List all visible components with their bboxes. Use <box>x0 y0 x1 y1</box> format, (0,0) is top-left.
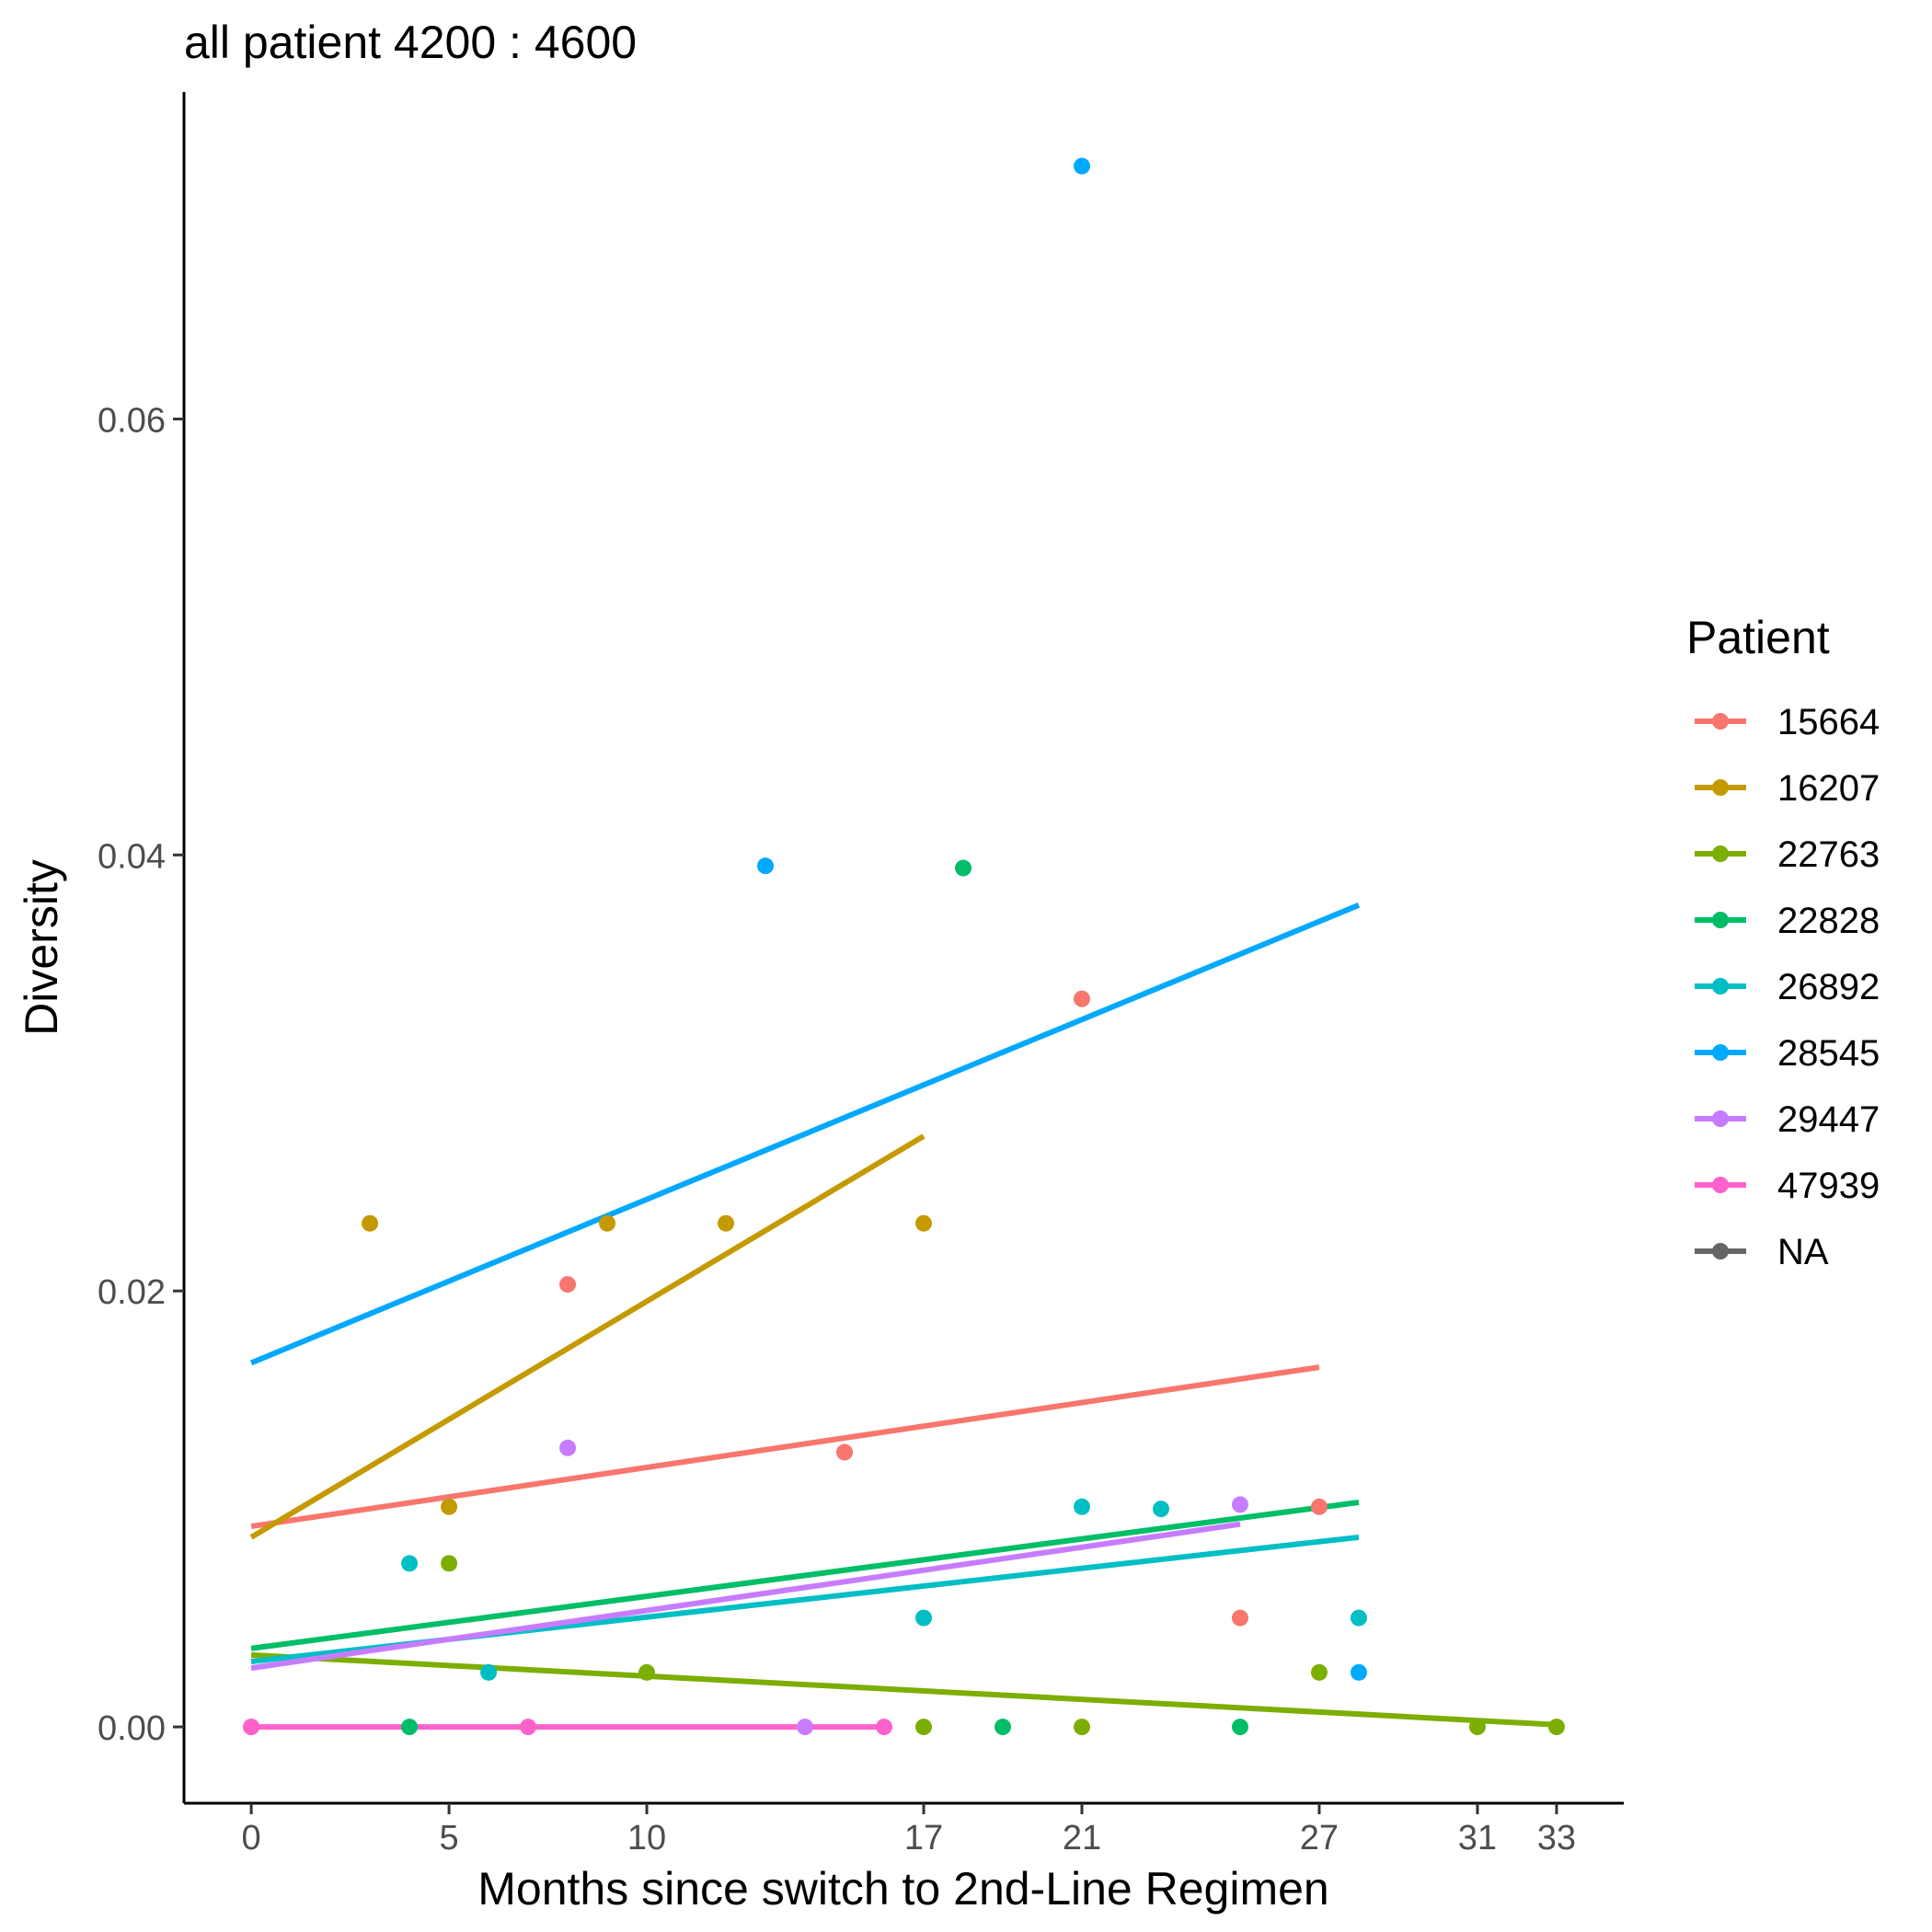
legend-label: 22828 <box>1777 901 1880 941</box>
legend-entry-15664: 15664 <box>1695 702 1880 742</box>
point-26892-3 <box>1073 1498 1090 1515</box>
fit-lines <box>249 903 1558 1731</box>
point-16207-3 <box>718 1214 735 1232</box>
legend-entry-29447: 29447 <box>1695 1099 1880 1140</box>
point-22763-5 <box>1468 1719 1486 1736</box>
x-tick-label: 17 <box>904 1819 943 1857</box>
y-axis-label: Diversity <box>16 859 67 1036</box>
point-22763-2 <box>914 1719 932 1736</box>
legend-entry-22828: 22828 <box>1695 901 1880 941</box>
y-tick-label: 0.00 <box>98 1709 166 1748</box>
legend-key-point <box>1712 1243 1729 1259</box>
legend-entry-28545: 28545 <box>1695 1033 1880 1074</box>
legend-key-point <box>1712 912 1729 928</box>
point-16207-4 <box>914 1214 932 1232</box>
fit-line-28545 <box>249 903 1361 1366</box>
legend-label: 16207 <box>1777 768 1880 809</box>
x-axis-label: Months since switch to 2nd-Line Regimen <box>477 1863 1328 1915</box>
point-26892-4 <box>1152 1501 1169 1518</box>
data-points <box>243 157 1565 1736</box>
point-16207-2 <box>599 1214 616 1232</box>
legend-entry-26892: 26892 <box>1695 967 1880 1007</box>
legend-title: Patient <box>1686 612 1830 663</box>
point-28545-1 <box>1073 157 1090 175</box>
x-tick-label: 0 <box>242 1819 261 1857</box>
point-15664-4 <box>1310 1498 1328 1515</box>
legend: Patient 15664 16207 22763 22828 26892 28545 29… <box>1686 612 1880 1272</box>
legend-key-point <box>1712 978 1729 995</box>
legend-key-point <box>1712 713 1729 730</box>
legend-label: 15664 <box>1777 702 1880 742</box>
legend-label: 26892 <box>1777 967 1880 1007</box>
point-47939-1 <box>520 1719 537 1736</box>
fit-line-22763 <box>250 1651 1558 1728</box>
point-29447-2 <box>797 1719 814 1736</box>
point-22763-6 <box>1547 1719 1565 1736</box>
point-28545-0 <box>757 857 775 875</box>
point-29447-3 <box>1231 1496 1248 1513</box>
legend-entry-16207: 16207 <box>1695 768 1880 809</box>
fit-line-29447 <box>250 1521 1241 1672</box>
point-15664-2 <box>1073 990 1090 1007</box>
plot-area <box>243 157 1565 1736</box>
x-tick-label: 10 <box>627 1819 666 1857</box>
x-axis-ticks: 0 5 10 17 21 27 31 33 <box>242 1803 1576 1857</box>
y-axis-ticks: 0.00 0.02 0.04 0.06 <box>98 401 184 1748</box>
point-26892-0 <box>401 1555 419 1572</box>
point-15664-3 <box>1231 1609 1248 1627</box>
legend-key-point <box>1712 845 1729 862</box>
legend-key-point <box>1712 1177 1729 1193</box>
point-47939-2 <box>876 1719 893 1736</box>
x-tick-label: 21 <box>1063 1819 1101 1857</box>
point-22763-1 <box>638 1663 656 1681</box>
legend-entries: 15664 16207 22763 22828 26892 28545 29447 47939… <box>1695 702 1880 1272</box>
point-22828-2 <box>994 1719 1011 1736</box>
fit-line-15664 <box>250 1364 1320 1530</box>
legend-entry-47939: 47939 <box>1695 1166 1880 1206</box>
legend-entry-NA: NA <box>1695 1232 1829 1272</box>
x-tick-label: 31 <box>1458 1819 1497 1857</box>
fit-line-22828 <box>250 1500 1360 1651</box>
point-16207-0 <box>362 1214 379 1232</box>
x-tick-label: 5 <box>439 1819 458 1857</box>
chart-title: all patient 4200 : 4600 <box>184 17 637 68</box>
point-22828-3 <box>1231 1719 1248 1736</box>
legend-label: 22763 <box>1777 834 1880 875</box>
point-22763-4 <box>1310 1663 1328 1681</box>
y-tick-label: 0.04 <box>98 837 166 876</box>
fit-line-16207 <box>249 1133 926 1540</box>
point-26892-1 <box>480 1663 498 1681</box>
point-22828-0 <box>401 1719 419 1736</box>
point-16207-1 <box>441 1498 458 1515</box>
legend-key-point <box>1712 1110 1729 1127</box>
point-26892-2 <box>914 1609 932 1627</box>
y-tick-label: 0.06 <box>98 401 166 440</box>
point-15664-1 <box>836 1443 854 1461</box>
point-28545-2 <box>1350 1663 1367 1681</box>
point-47939-0 <box>243 1719 260 1736</box>
legend-key-point <box>1712 1044 1729 1061</box>
legend-label: NA <box>1777 1232 1829 1272</box>
point-29447-1 <box>559 1439 577 1456</box>
legend-label: 29447 <box>1777 1099 1880 1140</box>
point-15664-0 <box>559 1276 577 1294</box>
point-22763-0 <box>441 1555 458 1572</box>
legend-label: 28545 <box>1777 1033 1880 1074</box>
point-22763-3 <box>1073 1719 1090 1736</box>
y-tick-label: 0.02 <box>98 1273 166 1312</box>
x-tick-label: 33 <box>1537 1819 1576 1857</box>
legend-label: 47939 <box>1777 1166 1880 1206</box>
point-26892-5 <box>1350 1609 1367 1627</box>
legend-entry-22763: 22763 <box>1695 834 1880 875</box>
point-22828-1 <box>954 859 972 877</box>
legend-key-point <box>1712 779 1729 796</box>
x-tick-label: 27 <box>1300 1819 1339 1857</box>
